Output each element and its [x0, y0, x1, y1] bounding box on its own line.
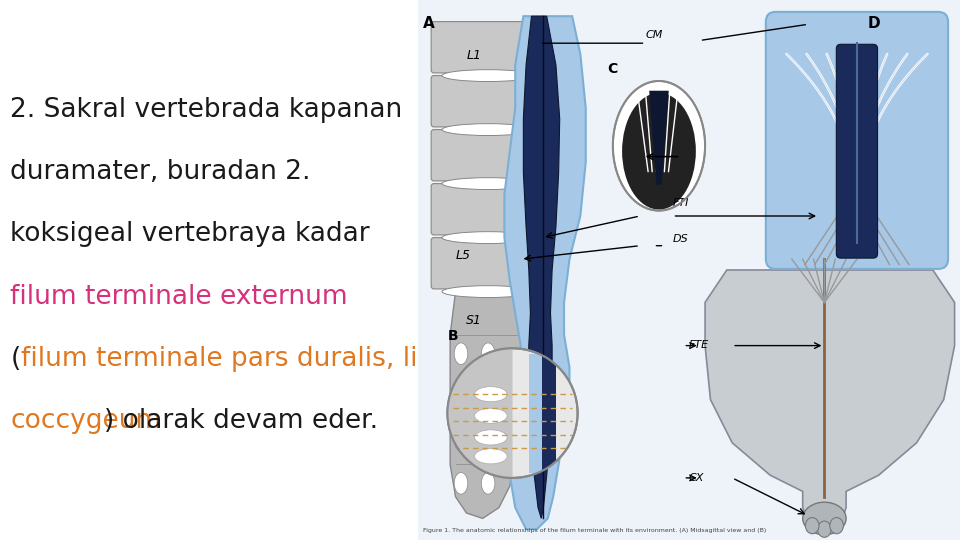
Text: 2. Sakral vertebrada kapanan: 2. Sakral vertebrada kapanan [11, 97, 402, 123]
Ellipse shape [442, 124, 534, 136]
FancyBboxPatch shape [431, 22, 545, 73]
Text: coccygeum: coccygeum [11, 408, 161, 434]
Ellipse shape [442, 178, 534, 190]
Text: (: ( [11, 346, 21, 372]
Polygon shape [523, 16, 560, 518]
Polygon shape [504, 16, 586, 529]
Ellipse shape [442, 70, 534, 82]
Polygon shape [450, 292, 542, 518]
Text: Figure 1. The anatomic relationships of the filum terminale with its environment: Figure 1. The anatomic relationships of … [423, 528, 766, 533]
Ellipse shape [442, 286, 534, 298]
Ellipse shape [454, 429, 468, 451]
Wedge shape [447, 348, 513, 478]
Text: FTI: FTI [673, 198, 689, 208]
Text: filum terminale pars duralis, lig.: filum terminale pars duralis, lig. [21, 346, 443, 372]
Text: ) olarak devam eder.: ) olarak devam eder. [105, 408, 378, 434]
Bar [542, 354, 556, 472]
Ellipse shape [454, 386, 468, 408]
Text: A: A [423, 16, 435, 31]
Ellipse shape [805, 517, 819, 534]
Ellipse shape [612, 81, 705, 211]
Text: CX: CX [688, 472, 705, 483]
Ellipse shape [818, 521, 831, 537]
Ellipse shape [481, 386, 495, 408]
Circle shape [447, 348, 578, 478]
Ellipse shape [474, 449, 507, 464]
Text: C: C [608, 62, 617, 76]
Polygon shape [705, 270, 954, 529]
Ellipse shape [474, 408, 507, 423]
Ellipse shape [803, 502, 846, 535]
Text: koksigeal vertebraya kadar: koksigeal vertebraya kadar [11, 221, 370, 247]
Polygon shape [649, 91, 669, 185]
Ellipse shape [481, 429, 495, 451]
Text: D: D [868, 16, 880, 31]
Ellipse shape [481, 472, 495, 494]
Text: L5: L5 [456, 249, 470, 262]
Ellipse shape [442, 232, 534, 244]
Ellipse shape [622, 93, 696, 210]
Bar [529, 354, 556, 472]
FancyBboxPatch shape [766, 12, 948, 269]
Text: duramater, buradan 2.: duramater, buradan 2. [11, 159, 311, 185]
Text: L1: L1 [467, 49, 481, 63]
Text: B: B [447, 329, 458, 343]
Text: CM: CM [645, 30, 662, 40]
Text: filum terminale externum: filum terminale externum [11, 284, 348, 309]
Text: FTE: FTE [688, 340, 708, 350]
Text: S1: S1 [467, 314, 482, 327]
Text: DS: DS [673, 234, 688, 244]
FancyBboxPatch shape [431, 238, 545, 289]
Ellipse shape [829, 517, 844, 534]
Ellipse shape [474, 430, 507, 445]
FancyBboxPatch shape [431, 184, 545, 235]
Ellipse shape [474, 387, 507, 402]
FancyBboxPatch shape [836, 44, 877, 258]
Ellipse shape [454, 343, 468, 364]
Ellipse shape [481, 343, 495, 364]
Ellipse shape [454, 472, 468, 494]
FancyBboxPatch shape [431, 76, 545, 127]
FancyBboxPatch shape [431, 130, 545, 181]
